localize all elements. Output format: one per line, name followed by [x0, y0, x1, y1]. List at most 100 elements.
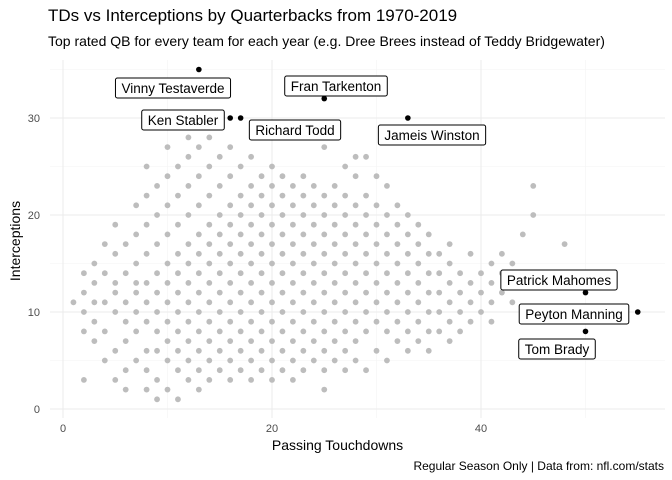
data-point	[467, 318, 474, 325]
data-point	[363, 250, 369, 257]
data-point	[331, 357, 338, 364]
data-point	[112, 221, 119, 228]
data-point	[133, 309, 140, 315]
data-point	[81, 289, 87, 296]
data-point	[195, 347, 202, 354]
data-point	[310, 318, 317, 325]
data-point	[154, 270, 160, 277]
data-point	[331, 221, 338, 228]
data-point	[175, 367, 181, 374]
data-point	[290, 318, 296, 325]
data-point	[185, 183, 192, 189]
data-point	[258, 270, 265, 277]
data-point	[248, 357, 255, 364]
data-point	[300, 309, 307, 315]
data-point	[269, 221, 275, 228]
data-point	[122, 241, 129, 248]
data-point	[290, 357, 296, 364]
data-point	[227, 260, 234, 267]
data-point	[248, 153, 255, 160]
data-point	[457, 289, 463, 296]
data-point	[446, 280, 453, 286]
data-point	[195, 144, 202, 151]
data-point	[143, 280, 150, 286]
player-label: Jameis Winston	[377, 124, 487, 146]
data-point	[237, 250, 244, 257]
data-point	[363, 328, 369, 335]
data-point	[195, 367, 202, 374]
label-box	[518, 303, 630, 325]
data-point	[206, 357, 213, 364]
data-point	[279, 212, 286, 218]
data-point	[248, 241, 255, 248]
data-point	[195, 270, 202, 277]
data-point	[342, 250, 349, 257]
data-point	[404, 347, 411, 354]
data-point	[101, 299, 108, 306]
data-point	[216, 328, 223, 335]
data-point	[101, 328, 108, 335]
data-point	[175, 328, 181, 335]
data-point	[363, 231, 369, 238]
data-point	[154, 328, 160, 335]
data-point	[175, 270, 181, 277]
data-point	[425, 309, 432, 315]
data-point	[488, 299, 495, 306]
data-point	[143, 367, 150, 374]
data-point	[499, 289, 505, 296]
data-point	[363, 270, 369, 277]
data-point	[122, 318, 129, 325]
data-point	[91, 299, 98, 306]
player-labels: Vinny Testaverde Ken Stabler Richard Todd F…	[114, 75, 630, 360]
data-point	[227, 377, 234, 383]
data-point	[133, 280, 140, 286]
data-point	[384, 309, 390, 315]
data-point	[248, 299, 255, 306]
data-point	[342, 367, 349, 374]
data-point	[373, 173, 380, 180]
data-point	[300, 231, 307, 238]
label-text: Fran Tarkenton	[291, 79, 382, 94]
data-point	[237, 163, 244, 170]
data-point	[237, 192, 244, 199]
data-point	[394, 299, 401, 306]
data-point	[122, 338, 129, 344]
data-point	[321, 309, 328, 315]
data-point	[321, 250, 328, 257]
data-point	[363, 153, 369, 160]
data-point	[342, 231, 349, 238]
data-point	[269, 241, 275, 248]
data-point	[164, 386, 171, 393]
data-point	[279, 309, 286, 315]
data-point	[373, 299, 380, 306]
data-point	[227, 144, 234, 151]
data-point	[352, 241, 359, 248]
data-point	[352, 221, 359, 228]
data-point	[258, 367, 265, 374]
data-point	[321, 347, 328, 354]
data-point	[227, 202, 234, 209]
data-point	[206, 318, 213, 325]
player-label: Tom Brady	[518, 338, 596, 360]
data-point	[143, 250, 150, 257]
data-point	[394, 221, 401, 228]
data-point	[404, 231, 411, 238]
data-point	[310, 260, 317, 267]
data-point	[269, 260, 275, 267]
data-point	[384, 212, 390, 218]
data-point	[154, 241, 160, 248]
data-point	[258, 192, 265, 199]
data-point	[373, 280, 380, 286]
data-point	[248, 280, 255, 286]
data-point	[331, 338, 338, 344]
data-point	[342, 309, 349, 315]
data-point	[143, 347, 150, 354]
data-point	[394, 241, 401, 248]
x-tick-label: 40	[475, 423, 487, 435]
data-point	[279, 289, 286, 296]
data-point	[216, 309, 223, 315]
data-point	[133, 357, 140, 364]
data-point	[279, 270, 286, 277]
data-point	[300, 250, 307, 257]
data-point	[300, 289, 307, 296]
